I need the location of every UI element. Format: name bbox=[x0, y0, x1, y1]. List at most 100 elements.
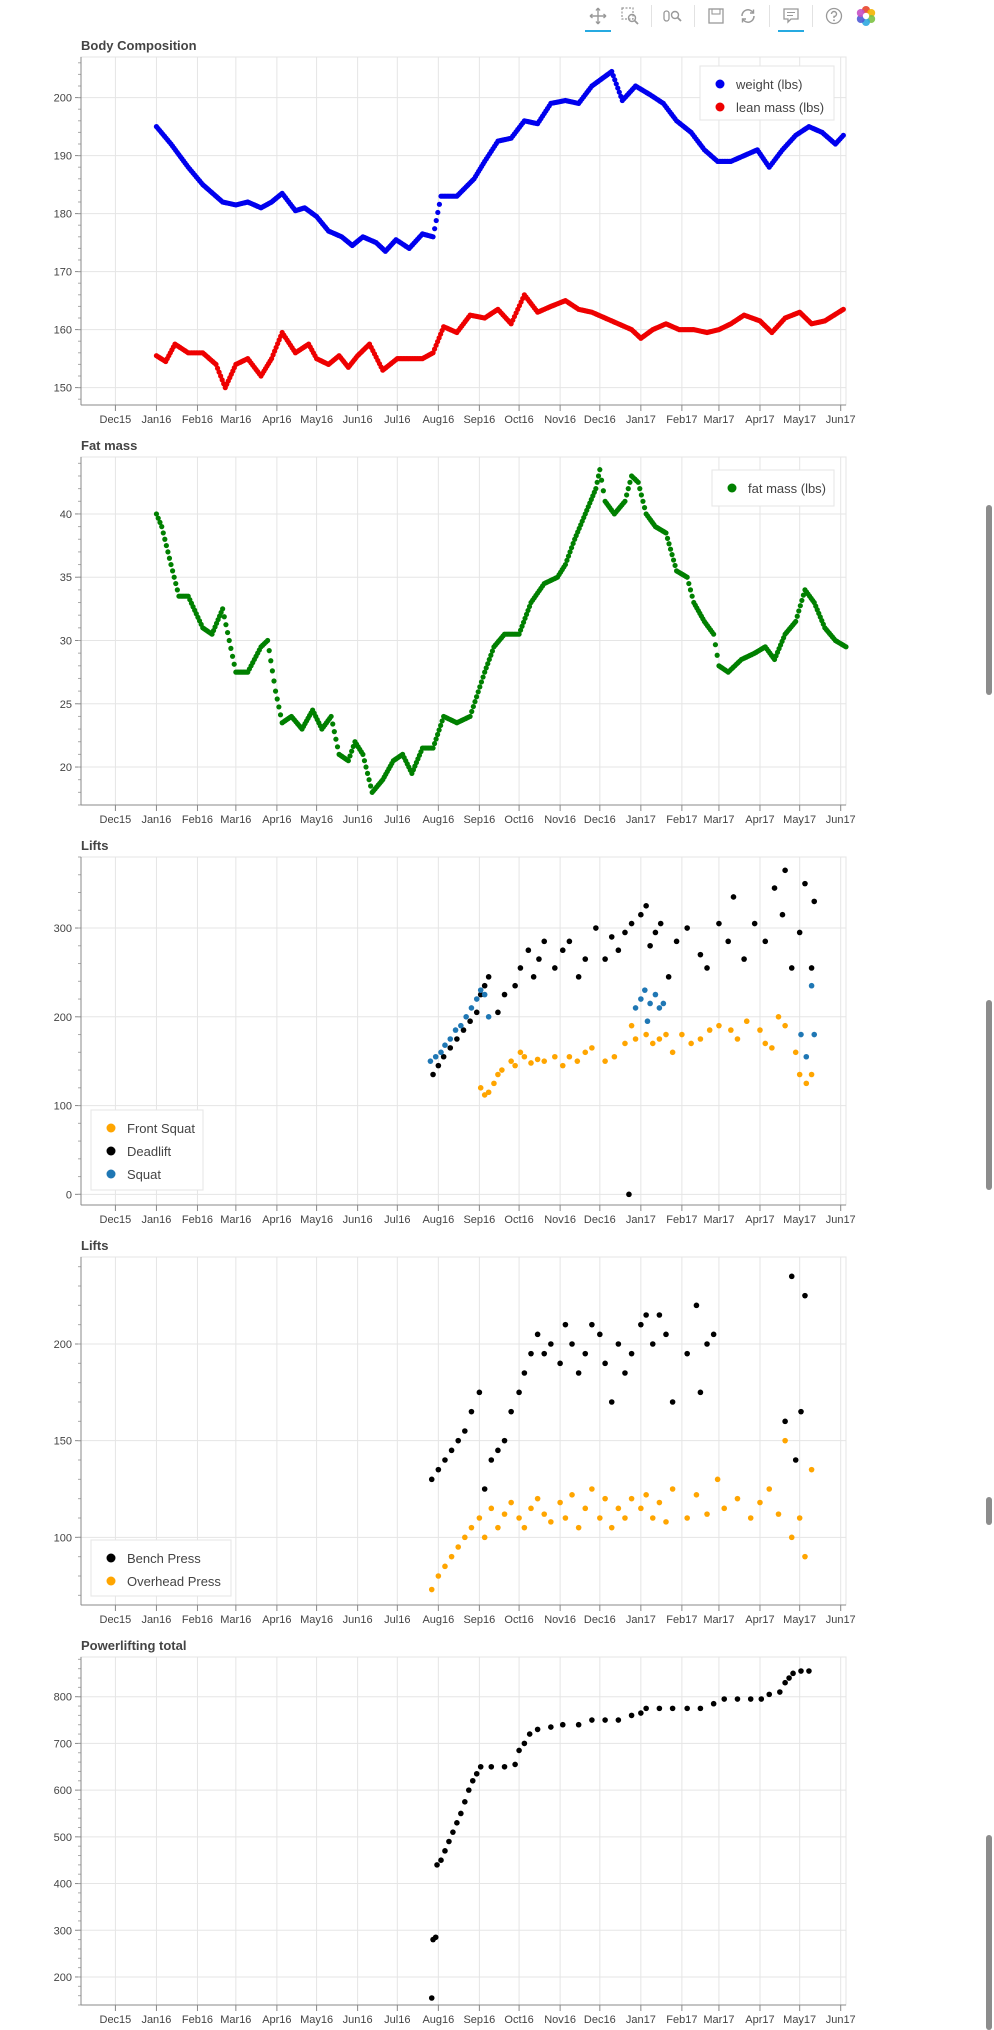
data-point bbox=[647, 1000, 653, 1007]
data-point bbox=[663, 1031, 669, 1038]
data-point bbox=[758, 1696, 765, 1702]
scrollbar-thumb[interactable] bbox=[986, 1000, 992, 1190]
data-point bbox=[568, 545, 575, 551]
data-point bbox=[552, 965, 558, 971]
data-point bbox=[265, 637, 271, 644]
data-point bbox=[525, 607, 531, 614]
x-tick-label: Apr16 bbox=[262, 814, 291, 826]
data-point bbox=[712, 642, 719, 648]
data-point bbox=[331, 729, 337, 735]
data-point bbox=[364, 770, 371, 776]
data-point bbox=[363, 764, 369, 770]
data-point bbox=[565, 553, 572, 559]
data-point bbox=[786, 1675, 792, 1681]
data-point bbox=[626, 1191, 632, 1198]
scrollbar-thumb[interactable] bbox=[986, 505, 992, 695]
data-point bbox=[782, 1437, 788, 1444]
data-point bbox=[792, 1049, 799, 1056]
data-point bbox=[488, 652, 494, 658]
data-point bbox=[797, 603, 803, 609]
data-point bbox=[481, 1534, 488, 1541]
y-tick-label: 20 bbox=[60, 762, 72, 774]
x-tick-label: Aug16 bbox=[422, 1614, 454, 1626]
data-point bbox=[516, 631, 522, 637]
data-point bbox=[483, 665, 489, 671]
x-tick-label: Mar17 bbox=[703, 2014, 734, 2026]
help-tool-button[interactable] bbox=[821, 3, 847, 29]
wheel-zoom-tool-button[interactable] bbox=[660, 3, 686, 29]
data-point bbox=[168, 561, 174, 568]
y-tick-label: 200 bbox=[54, 1339, 72, 1351]
x-tick-label: Dec15 bbox=[100, 1214, 132, 1226]
data-point bbox=[766, 1486, 773, 1492]
data-point bbox=[669, 1486, 676, 1492]
legend-label: Deadlift bbox=[127, 1144, 171, 1159]
legend-label: lean mass (lbs) bbox=[736, 100, 824, 115]
x-tick-label: Feb16 bbox=[182, 814, 213, 826]
data-point bbox=[528, 1350, 534, 1357]
data-point bbox=[485, 1089, 492, 1096]
reset-tool-button[interactable] bbox=[735, 3, 761, 29]
data-point bbox=[792, 1457, 799, 1463]
data-point bbox=[751, 920, 758, 927]
x-tick-label: Jan17 bbox=[626, 2014, 656, 2026]
data-point bbox=[448, 1553, 455, 1560]
data-point bbox=[609, 68, 615, 75]
data-point bbox=[669, 1399, 676, 1405]
x-tick-label: Aug16 bbox=[422, 414, 454, 426]
data-point bbox=[628, 1350, 635, 1357]
data-point bbox=[433, 217, 439, 224]
y-tick-label: 100 bbox=[54, 1532, 72, 1544]
data-point bbox=[442, 1042, 448, 1049]
data-point bbox=[743, 1018, 750, 1025]
data-point bbox=[541, 938, 548, 945]
data-point bbox=[686, 580, 692, 587]
data-point bbox=[477, 987, 484, 993]
data-point bbox=[799, 597, 805, 604]
data-point bbox=[163, 542, 169, 549]
data-point bbox=[521, 1053, 528, 1060]
x-tick-label: Jan16 bbox=[141, 1614, 171, 1626]
data-point bbox=[622, 1515, 628, 1521]
x-tick-label: Aug16 bbox=[422, 1214, 454, 1226]
legend-marker bbox=[715, 102, 725, 112]
y-tick-label: 700 bbox=[54, 1738, 72, 1750]
data-point bbox=[600, 488, 606, 494]
pan-tool-button[interactable] bbox=[585, 3, 611, 32]
data-point bbox=[762, 938, 769, 945]
bokeh-logo-button[interactable] bbox=[853, 3, 879, 29]
x-tick-label: Jun17 bbox=[826, 814, 856, 826]
data-point bbox=[575, 1370, 582, 1376]
data-point bbox=[268, 658, 274, 664]
data-point bbox=[569, 1492, 575, 1498]
legend-label: Bench Press bbox=[127, 1551, 201, 1566]
data-point bbox=[663, 1519, 669, 1525]
data-point bbox=[467, 713, 473, 720]
x-tick-label: Jun17 bbox=[826, 414, 856, 426]
data-point bbox=[477, 1763, 484, 1770]
scrollbar-thumb[interactable] bbox=[986, 1497, 992, 1525]
data-point bbox=[802, 1553, 808, 1560]
y-tick-label: 100 bbox=[54, 1101, 72, 1113]
data-point bbox=[430, 234, 436, 240]
scrollbar-thumb[interactable] bbox=[986, 1835, 992, 2030]
x-tick-label: Mar17 bbox=[703, 1214, 734, 1226]
hover-tool-button[interactable] bbox=[778, 3, 804, 32]
data-point bbox=[517, 627, 524, 633]
data-point bbox=[643, 903, 649, 909]
save-tool-button[interactable] bbox=[703, 3, 729, 29]
data-point bbox=[589, 1321, 595, 1328]
data-point bbox=[643, 1705, 649, 1712]
reset-tool-icon bbox=[741, 9, 755, 23]
data-point bbox=[477, 991, 484, 998]
data-point bbox=[625, 486, 631, 492]
data-point bbox=[468, 1524, 475, 1531]
data-point bbox=[473, 1770, 480, 1777]
y-tick-label: 200 bbox=[54, 93, 72, 105]
data-point bbox=[481, 1092, 488, 1098]
box-zoom-tool-button[interactable] bbox=[617, 3, 643, 29]
data-point bbox=[221, 614, 227, 620]
data-point bbox=[642, 987, 648, 993]
data-point bbox=[628, 920, 635, 927]
data-point bbox=[269, 668, 275, 674]
